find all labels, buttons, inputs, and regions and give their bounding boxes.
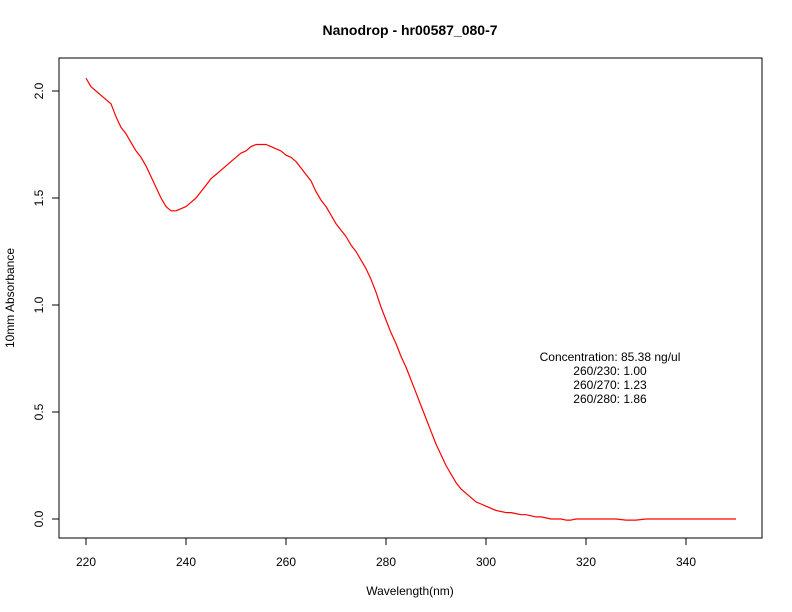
- x-tick-label: 220: [76, 555, 96, 569]
- x-axis: 220 240 260 280 300 320 340: [76, 537, 696, 569]
- y-tick-label: 0.5: [32, 403, 46, 420]
- x-tick-label: 240: [176, 555, 196, 569]
- absorbance-series-line: [85, 77, 736, 521]
- x-tick-label: 260: [276, 555, 296, 569]
- y-axis-label: 10mm Absorbance: [3, 248, 17, 348]
- ratio-260-230-annotation: 260/230: 1.00: [573, 364, 647, 378]
- y-tick-label: 0.0: [32, 510, 46, 527]
- ratio-260-270-annotation: 260/270: 1.23: [573, 378, 647, 392]
- annotation-block: Concentration: 85.38 ng/ul 260/230: 1.00…: [540, 350, 681, 406]
- chart-title: Nanodrop - hr00587_080-7: [322, 22, 497, 38]
- y-tick-label: 1.5: [32, 189, 46, 206]
- x-tick-label: 280: [376, 555, 396, 569]
- concentration-annotation: Concentration: 85.38 ng/ul: [540, 350, 681, 364]
- plot-frame: [58, 57, 763, 539]
- y-axis: 0.0 0.5 1.0 1.5 2.0: [32, 82, 60, 527]
- x-tick-label: 340: [676, 555, 696, 569]
- x-tick-label: 300: [476, 555, 496, 569]
- series-layer: [85, 77, 736, 521]
- x-tick-label: 320: [576, 555, 596, 569]
- y-tick-label: 1.0: [32, 296, 46, 313]
- x-axis-label: Wavelength(nm): [366, 584, 454, 598]
- ratio-260-280-annotation: 260/280: 1.86: [573, 392, 647, 406]
- y-tick-label: 2.0: [32, 82, 46, 99]
